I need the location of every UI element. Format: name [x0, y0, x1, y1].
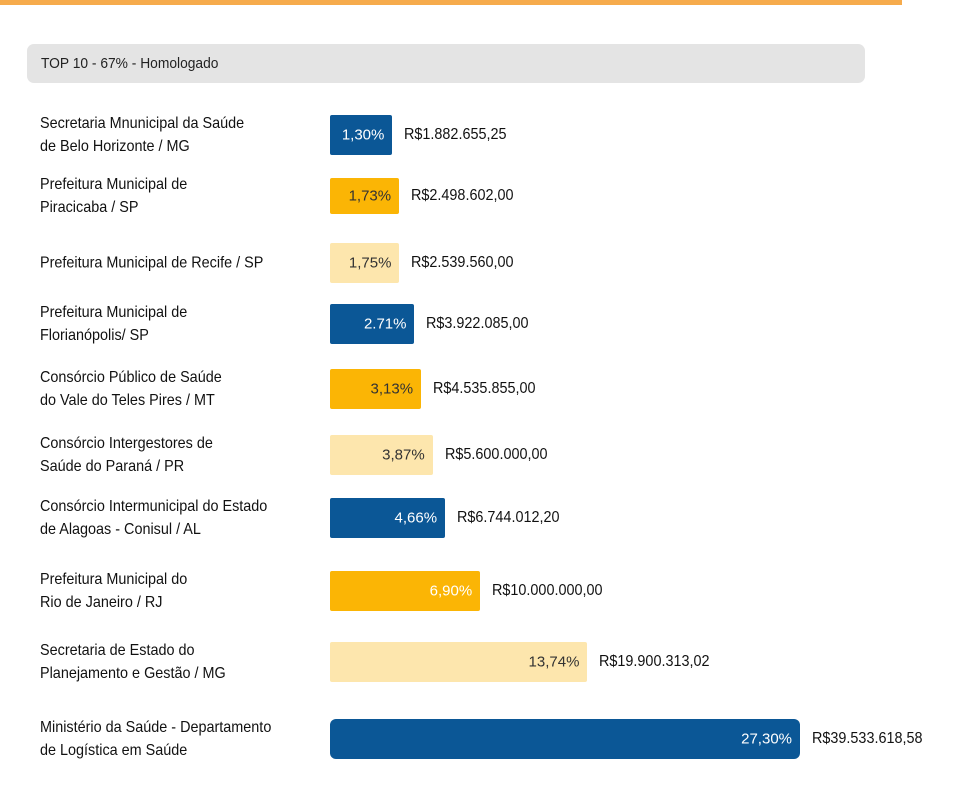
chart-row: Prefeitura Municipal de Piracicaba / SP 1,…	[0, 176, 962, 216]
category-label-line: Saúde do Paraná / PR	[40, 458, 185, 475]
bar-percent-label: 1,73%	[348, 187, 392, 205]
chart-row: Prefeitura Municipal de Recife / SP 1,75%…	[0, 243, 962, 283]
bar: 1,75%	[330, 243, 400, 283]
category-label-line: Prefeitura Municipal de	[40, 304, 188, 321]
header-bar: TOP 10 - 67% - Homologado	[27, 44, 865, 83]
category-label: Secretaria de Estado do Planejamento e Ge…	[40, 639, 320, 685]
category-label-line: Secretaria de Estado do	[40, 642, 195, 659]
category-label: Consórcio Intergestores de Saúde do Paran…	[40, 432, 320, 478]
top-accent-rule	[0, 0, 902, 5]
category-label-line: de Belo Horizonte / MG	[40, 138, 190, 155]
bar-amount-label: R$4.535.855,00	[433, 380, 536, 397]
header-title: TOP 10 - 67% - Homologado	[41, 55, 219, 72]
category-label-line: do Vale do Teles Pires / MT	[40, 392, 215, 409]
bar: 27,30%	[330, 719, 800, 759]
bar-amount-label: R$5.600.000,00	[444, 446, 548, 463]
chart-row: Ministério da Saúde - Departamento de Log…	[0, 719, 962, 759]
bar-amount-label: R$6.744.012,20	[457, 509, 560, 526]
bar-percent-label: 4,66%	[394, 509, 438, 527]
category-label: Consórcio Público de Saúde do Vale do Tel…	[40, 366, 320, 412]
bar: 1,30%	[330, 115, 393, 155]
bar: 6,90%	[330, 571, 481, 611]
chart-row: Consórcio Público de Saúde do Vale do Tel…	[0, 369, 962, 409]
bar: 2.71%	[330, 304, 415, 344]
category-label-line: Ministério da Saúde - Departamento	[40, 719, 272, 736]
category-label-line: Consórcio Público de Saúde	[40, 369, 222, 386]
bar-amount-label: R$2.498.602,00	[411, 187, 514, 204]
category-label-line: Rio de Janeiro / RJ	[40, 594, 163, 611]
bar-percent-label: 2.71%	[363, 315, 407, 333]
category-label-line: Florianópolis/ SP	[40, 327, 149, 344]
chart-row: Consórcio Intermunicipal do Estado de Ala…	[0, 498, 962, 538]
bar-amount-label: R$2.539.560,00	[411, 254, 514, 271]
chart-row: Consórcio Intergestores de Saúde do Paran…	[0, 435, 962, 475]
category-label-line: Planejamento e Gestão / MG	[40, 665, 226, 682]
chart-row: Secretaria Mnunicipal da Saúde de Belo Ho…	[0, 115, 962, 155]
category-label-line: Consórcio Intergestores de	[40, 435, 213, 452]
category-label-line: Consórcio Intermunicipal do Estado	[40, 498, 268, 515]
bar-amount-label: R$10.000.000,00	[492, 582, 603, 599]
category-label: Prefeitura Municipal de Florianópolis/ SP	[40, 301, 320, 347]
bar: 4,66%	[330, 498, 446, 538]
chart-row: Secretaria de Estado do Planejamento e Ge…	[0, 642, 962, 682]
category-label: Prefeitura Municipal do Rio de Janeiro / …	[40, 568, 320, 614]
category-label-line: de Alagoas - Conisul / AL	[40, 521, 201, 538]
bar-percent-label: 3,13%	[370, 380, 414, 398]
bar-percent-label: 27,30%	[741, 730, 792, 748]
bar-percent-label: 1,75%	[348, 254, 392, 272]
category-label: Prefeitura Municipal de Recife / SP	[40, 252, 320, 275]
category-label: Secretaria Mnunicipal da Saúde de Belo Ho…	[40, 112, 320, 158]
bar: 3,87%	[330, 435, 433, 475]
bar-percent-label: 6,90%	[429, 582, 473, 600]
bar-amount-label: R$39.533.618,58	[812, 730, 923, 747]
bar: 3,13%	[330, 369, 422, 409]
category-label: Prefeitura Municipal de Piracicaba / SP	[40, 173, 320, 219]
category-label: Ministério da Saúde - Departamento de Log…	[40, 716, 320, 762]
bar-percent-label: 13,74%	[528, 653, 580, 671]
category-label-line: Prefeitura Municipal de Recife / SP	[40, 254, 264, 272]
bar-amount-label: R$1.882.655,25	[404, 126, 507, 143]
category-label-line: Prefeitura Municipal do	[40, 571, 188, 588]
bar-percent-label: 1,30%	[341, 126, 385, 144]
bar-percent-label: 3,87%	[382, 446, 425, 464]
category-label-line: de Logística em Saúde	[40, 742, 188, 759]
bar: 13,74%	[330, 642, 588, 682]
category-label-line: Secretaria Mnunicipal da Saúde	[40, 115, 245, 132]
bar-amount-label: R$19.900.313,02	[599, 653, 710, 670]
chart-row: Prefeitura Municipal de Florianópolis/ SP…	[0, 304, 962, 344]
category-label: Consórcio Intermunicipal do Estado de Ala…	[40, 495, 320, 541]
chart-row: Prefeitura Municipal do Rio de Janeiro / …	[0, 571, 962, 611]
category-label-line: Prefeitura Municipal de	[40, 176, 188, 193]
category-label-line: Piracicaba / SP	[40, 199, 139, 216]
bar: 1,73%	[330, 178, 400, 214]
bar-amount-label: R$3.922.085,00	[426, 315, 529, 332]
